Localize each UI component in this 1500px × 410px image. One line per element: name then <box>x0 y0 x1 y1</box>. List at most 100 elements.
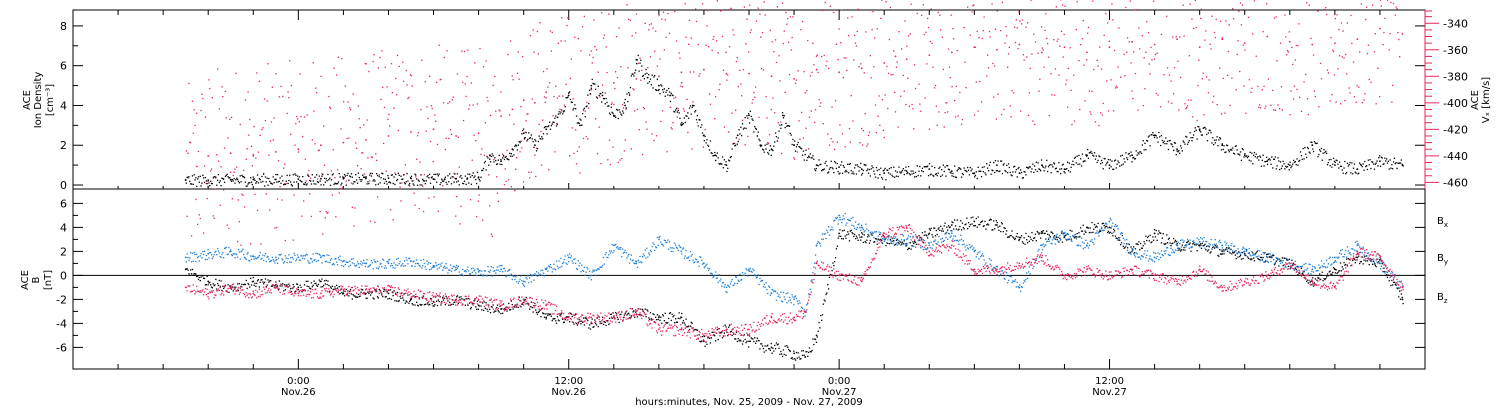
density-series-point <box>1287 163 1289 165</box>
bx-series-point <box>603 321 605 323</box>
density-series-point <box>641 65 643 67</box>
bx-series-point <box>1145 235 1147 237</box>
density-series-point <box>202 174 204 176</box>
vx-series-point <box>930 8 932 10</box>
bx-series-point <box>1104 227 1106 229</box>
vx-series-point <box>708 93 711 95</box>
density-series-point <box>753 131 755 133</box>
density-series-point <box>1241 148 1243 150</box>
density-series-point <box>1232 147 1234 149</box>
bx-series-point <box>1166 234 1168 236</box>
density-series-point <box>546 133 548 135</box>
vx-series-point <box>1130 62 1132 64</box>
vx-series-point <box>981 37 984 40</box>
density-series-point <box>815 167 818 170</box>
bx-series-point <box>982 225 984 228</box>
density-series-point <box>1037 162 1039 164</box>
density-series-point <box>1392 168 1394 170</box>
density-series-point <box>1196 138 1198 140</box>
by-series-point <box>370 260 373 262</box>
vx-series-point <box>1128 41 1130 43</box>
by-series-point <box>219 256 221 258</box>
by-series-point <box>306 254 308 256</box>
vx-series-point <box>476 103 479 105</box>
vx-series-point <box>1157 94 1159 96</box>
density-series-point <box>569 91 571 93</box>
bx-series-point <box>1137 243 1139 246</box>
vx-series-anchor-point <box>658 75 660 78</box>
bx-series-point <box>1329 270 1331 272</box>
density-series-point <box>774 141 776 143</box>
density-series-point <box>1310 141 1312 143</box>
vx-series-point <box>427 117 429 120</box>
bx-series-point <box>663 320 665 322</box>
by-series-point <box>354 264 356 267</box>
bx-series-point <box>1136 243 1138 245</box>
bx-series-point <box>297 288 300 291</box>
bx-series-point <box>956 219 958 221</box>
bx-series-point <box>1206 245 1208 247</box>
bx-series-point <box>1309 281 1311 283</box>
density-series-point <box>572 109 574 111</box>
density-series-point <box>501 163 503 166</box>
bx-series-point <box>1300 267 1303 269</box>
bx-series-point <box>1091 221 1093 224</box>
density-series-point <box>1205 128 1207 130</box>
vx-series-point <box>240 244 242 246</box>
density-series-point <box>445 181 447 183</box>
density-series-point <box>983 166 985 168</box>
by-series-point <box>198 260 200 262</box>
vx-series-point <box>1086 59 1088 61</box>
bx-series-point <box>258 286 260 288</box>
bx-series-point <box>1151 241 1153 243</box>
density-series-point <box>1052 166 1054 168</box>
bx-series-point <box>979 223 981 226</box>
bx-series-point <box>338 286 340 288</box>
vx-series-point <box>292 239 294 241</box>
bx-series-point <box>792 358 794 360</box>
vx-series-point <box>807 39 809 42</box>
bx-series-point <box>273 284 275 287</box>
vx-series-point <box>1377 67 1379 69</box>
bx-series-point <box>1321 271 1323 273</box>
density-series-point <box>1005 171 1007 173</box>
bx-series-point <box>1293 262 1295 264</box>
bx-series-point <box>362 289 364 291</box>
density-series-point <box>848 172 850 174</box>
density-series-point <box>199 175 201 177</box>
bx-series-point <box>716 328 718 331</box>
density-series-point <box>298 176 300 178</box>
density-series-anchor-point <box>387 177 390 180</box>
vx-series-point <box>1264 107 1266 109</box>
density-series-point <box>814 168 816 170</box>
vx-series-point <box>187 152 189 154</box>
vx-series-point <box>772 97 774 99</box>
by-series-point <box>270 259 273 262</box>
bx-series-point <box>710 337 712 339</box>
by-series-point <box>386 260 388 263</box>
vx-series-point <box>1183 35 1185 37</box>
vx-series-point <box>894 91 896 94</box>
vx-series-anchor-point <box>748 72 750 75</box>
density-series-point <box>726 170 728 173</box>
vx-series-point <box>1004 42 1006 44</box>
bx-series-point <box>355 296 357 298</box>
density-series-point <box>762 149 765 151</box>
density-series-point <box>308 175 310 178</box>
density-series-point <box>1149 145 1151 147</box>
vx-series-point <box>1170 80 1172 82</box>
vx-series-point <box>643 108 645 110</box>
density-series-anchor-point <box>1086 154 1088 157</box>
bx-series-point <box>614 317 616 319</box>
density-series-point <box>435 173 437 176</box>
vx-series-point <box>484 122 486 124</box>
bx-series-point <box>1141 247 1143 249</box>
bx-series-point <box>992 229 994 231</box>
bx-series-point <box>845 237 847 239</box>
vx-series-point <box>1267 78 1269 80</box>
bx-series-point <box>1080 227 1082 229</box>
bx-series-point <box>1239 255 1241 258</box>
by-series-point <box>527 275 529 277</box>
density-series-point <box>1343 167 1345 169</box>
vx-series-point <box>886 65 888 68</box>
